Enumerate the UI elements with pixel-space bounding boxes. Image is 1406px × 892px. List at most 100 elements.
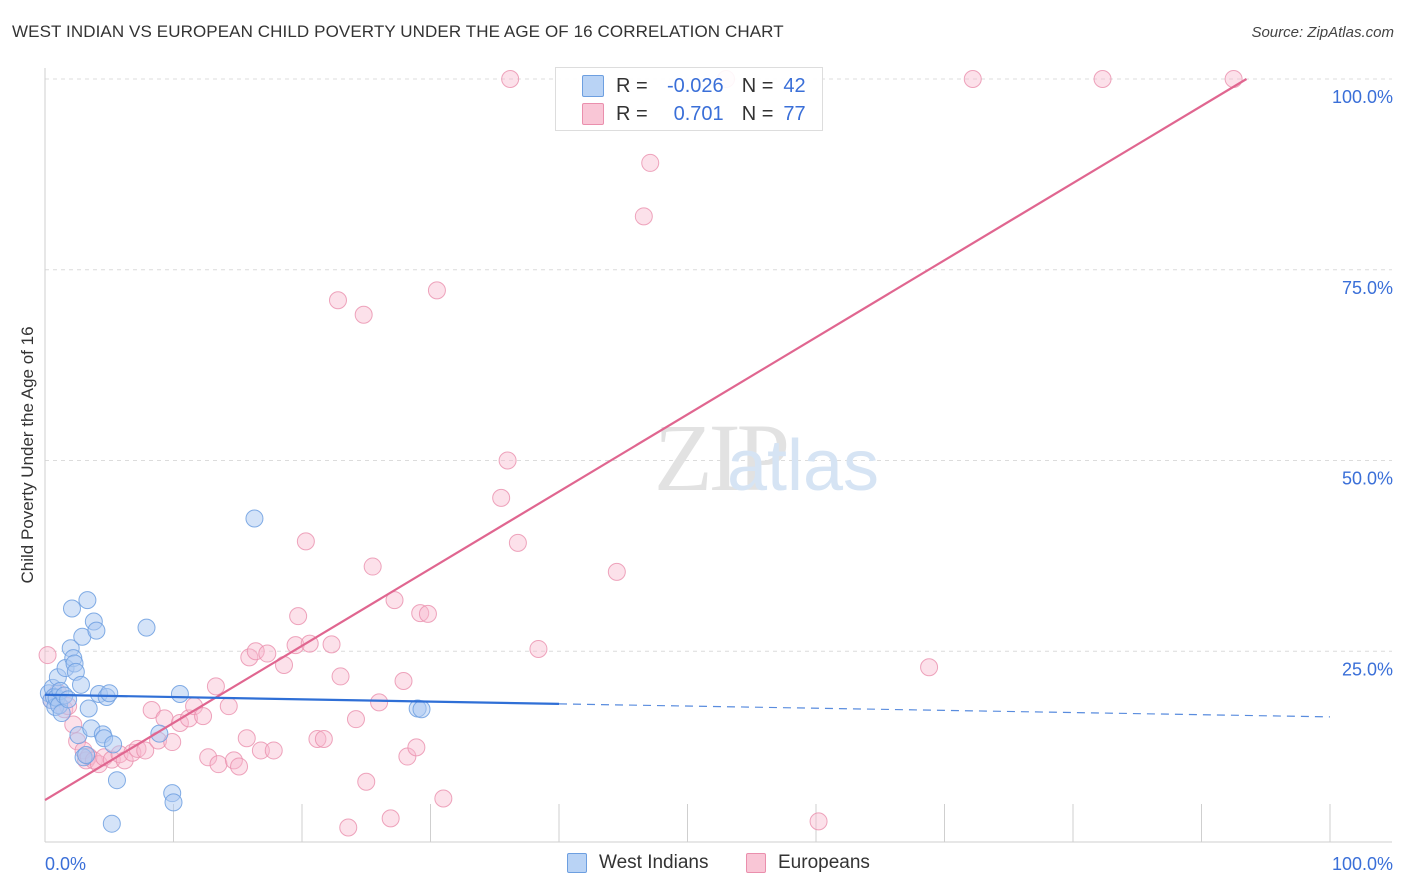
europeans-point — [381, 809, 400, 828]
europeans-point — [634, 207, 653, 226]
europeans-point — [339, 818, 358, 837]
x-tick-label: 100.0% — [1332, 854, 1393, 874]
west-indians-point — [107, 771, 126, 790]
europeans-point — [492, 488, 511, 507]
legend-row-west-indians: R = -0.026 N = 42 — [582, 73, 806, 99]
watermark-atlas: atlas — [727, 426, 879, 506]
y-axis-label: Child Poverty Under the Age of 16 — [18, 326, 37, 584]
y-tick-label: 100.0% — [1332, 87, 1393, 107]
west-indians-point — [170, 684, 189, 703]
west-indians-point — [77, 746, 96, 765]
europeans-point — [411, 604, 430, 623]
west-indians-point — [59, 690, 78, 709]
europeans-point — [418, 604, 437, 623]
europeans-point — [258, 644, 277, 663]
west-indians-point — [78, 591, 97, 610]
trend-lines — [44, 78, 1331, 801]
europeans-point — [363, 557, 382, 576]
europeans-point — [328, 291, 347, 310]
legend-row-europeans: R = 0.701 N = 77 — [582, 101, 806, 127]
europeans-point — [427, 281, 446, 300]
west-indians-point — [100, 684, 119, 703]
west-indians-point — [87, 621, 106, 640]
bottom-legend-europeans: Europeans — [746, 852, 870, 874]
west-indians-point — [164, 793, 183, 812]
n-label: N = — [741, 102, 774, 125]
europeans-point — [407, 738, 426, 757]
europeans-point — [331, 667, 350, 686]
west-indians-point — [71, 675, 90, 694]
europeans-point — [1093, 70, 1112, 88]
west-indians-swatch — [582, 75, 604, 97]
west-r-value: -0.026 — [666, 74, 724, 97]
europeans-point — [264, 741, 283, 760]
west-indians-point — [102, 814, 121, 833]
n-label: N = — [741, 74, 774, 97]
europeans-point — [809, 812, 828, 831]
west-indians-points — [39, 509, 431, 833]
europeans-point — [142, 701, 161, 720]
west-indians-legend-swatch — [567, 853, 587, 873]
europeans-swatch — [582, 103, 604, 125]
europeans-point — [314, 729, 333, 748]
europeans-point — [1224, 70, 1243, 88]
europeans-point — [385, 591, 404, 610]
europeans-point — [224, 751, 243, 770]
axes — [44, 68, 1392, 843]
west-indians-trend-extension — [558, 703, 1331, 718]
europeans-point — [501, 70, 520, 88]
tick-labels: 25.0% 50.0% 75.0% 100.0% 0.0% 100.0% — [45, 87, 1393, 874]
west-indians-point — [79, 699, 98, 718]
west-indians-point — [104, 735, 123, 754]
europeans-trend-line — [44, 78, 1248, 801]
west-indians-point — [245, 509, 264, 528]
west-indians-trend-line — [44, 693, 560, 705]
europeans-point — [136, 741, 155, 760]
europeans-point — [251, 741, 270, 760]
euro-n-value: 77 — [783, 102, 806, 125]
europeans-point — [194, 707, 213, 726]
europeans-legend-label: Europeans — [778, 852, 870, 873]
y-tick-label: 25.0% — [1342, 659, 1393, 679]
y-tick-label: 50.0% — [1342, 469, 1393, 489]
europeans-point — [963, 70, 982, 88]
west-indians-point — [412, 700, 431, 719]
source-credit: Source: ZipAtlas.com — [1251, 24, 1394, 41]
europeans-point — [394, 672, 413, 691]
europeans-point — [607, 562, 626, 581]
y-tick-label: 75.0% — [1342, 278, 1393, 298]
europeans-point — [296, 532, 315, 551]
europeans-point — [237, 729, 256, 748]
europeans-point — [199, 748, 218, 767]
euro-r-value: 0.701 — [673, 102, 724, 125]
europeans-point — [322, 635, 341, 654]
west-n-value: 42 — [783, 74, 806, 97]
europeans-point — [508, 533, 527, 552]
europeans-point — [346, 710, 365, 729]
west-indians-legend-label: West Indians — [599, 852, 709, 873]
europeans-point — [398, 747, 417, 766]
europeans-point — [219, 697, 238, 716]
europeans-point — [529, 639, 548, 658]
europeans-point — [641, 153, 660, 172]
europeans-point — [370, 693, 389, 712]
europeans-point — [230, 757, 249, 776]
europeans-point — [209, 755, 228, 774]
europeans-point — [357, 772, 376, 791]
europeans-point — [920, 658, 939, 677]
west-indians-point — [62, 599, 81, 618]
europeans-legend-swatch — [746, 853, 766, 873]
europeans-point — [498, 451, 517, 470]
europeans-point — [308, 729, 327, 748]
chart-title: WEST INDIAN VS EUROPEAN CHILD POVERTY UN… — [12, 22, 784, 41]
europeans-point — [354, 305, 373, 324]
bottom-legend-west-indians: West Indians — [567, 852, 708, 874]
europeans-points — [38, 70, 1243, 837]
europeans-point — [38, 646, 57, 665]
r-label: R = — [616, 74, 648, 97]
correlation-legend: R = -0.026 N = 42 R = 0.701 N = 77 — [555, 67, 823, 131]
europeans-point — [163, 733, 182, 752]
europeans-point — [434, 789, 453, 808]
x-tick-label: 0.0% — [45, 854, 86, 874]
